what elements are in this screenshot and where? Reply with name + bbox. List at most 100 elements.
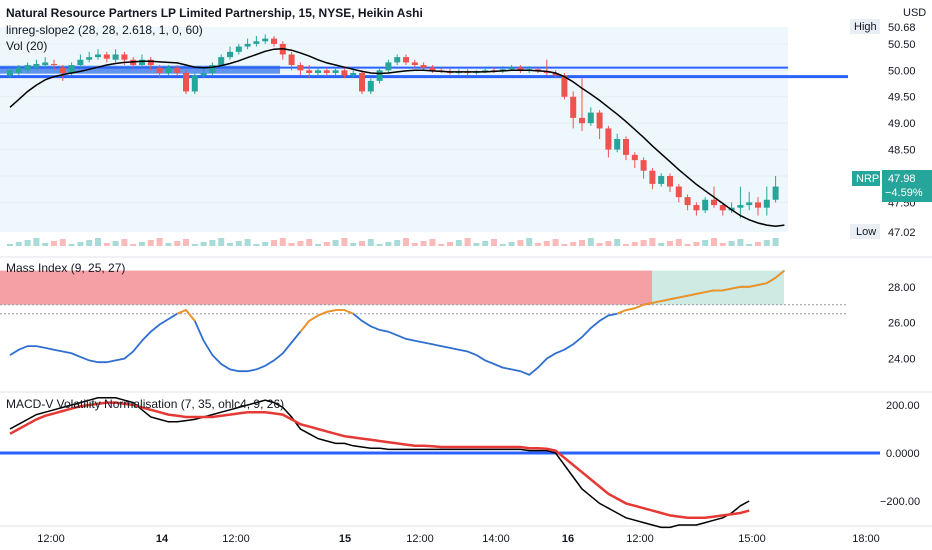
time-tick-label: 18:00 bbox=[852, 533, 880, 545]
candle-body bbox=[262, 38, 269, 42]
volume-bar bbox=[719, 243, 726, 246]
time-axis[interactable]: 12:00 14 12:00 15 12:00 14:00 16 12:00 15:00 18:0… bbox=[37, 533, 880, 545]
mass-bg-red bbox=[0, 270, 652, 305]
volume-bar bbox=[763, 240, 770, 246]
volume-bar bbox=[121, 239, 128, 246]
volume-bar bbox=[543, 241, 550, 246]
volume-bar bbox=[438, 244, 445, 246]
candle-body bbox=[517, 67, 524, 71]
candle-body bbox=[227, 51, 233, 58]
level-band bbox=[0, 65, 280, 74]
candle-body bbox=[209, 65, 216, 73]
symbol-tag: NRP bbox=[856, 173, 879, 185]
candle-body bbox=[667, 175, 673, 187]
macd-signal-line bbox=[9, 401, 750, 520]
candle-body bbox=[711, 199, 717, 206]
mass-tick-label: 26.00 bbox=[888, 318, 916, 330]
candle-body bbox=[332, 70, 339, 73]
volume-bar bbox=[156, 238, 163, 246]
volume-bar bbox=[376, 244, 383, 246]
mass-tick-label: 28.00 bbox=[888, 282, 916, 294]
chart-title: Natural Resource Partners LP Limited Par… bbox=[6, 6, 423, 20]
volume-bar bbox=[271, 240, 277, 246]
candle-body bbox=[385, 62, 392, 71]
last-price: 47.98 bbox=[888, 173, 916, 185]
candle-body bbox=[482, 70, 489, 72]
candle-body bbox=[350, 72, 357, 76]
candle-body bbox=[95, 54, 101, 58]
candle-body bbox=[394, 57, 401, 63]
volume-bar bbox=[24, 240, 31, 246]
volume-bar bbox=[33, 238, 40, 246]
volume-bar bbox=[147, 240, 154, 246]
candle-body bbox=[253, 41, 260, 44]
volume-bar bbox=[15, 242, 22, 246]
candle-body bbox=[103, 54, 110, 59]
price-pane[interactable] bbox=[0, 34, 848, 246]
candle-body bbox=[341, 70, 348, 76]
volume-bar bbox=[614, 239, 621, 246]
high-label: High bbox=[854, 21, 877, 33]
volume-bar bbox=[711, 238, 717, 246]
candle-body bbox=[112, 54, 119, 60]
candle-body bbox=[367, 80, 374, 92]
price-axis[interactable]: 50.5050.0049.5049.0048.5048.0047.5028.00… bbox=[880, 39, 920, 508]
volume-bar bbox=[587, 238, 594, 246]
candle-body bbox=[244, 43, 251, 47]
time-tick-label: 14 bbox=[156, 533, 169, 545]
candle-body bbox=[561, 75, 568, 97]
candle-body bbox=[675, 186, 682, 198]
candle-body bbox=[403, 57, 409, 63]
macd-pane[interactable] bbox=[0, 397, 880, 529]
candle-body bbox=[570, 96, 577, 118]
price-tick-label: 50.00 bbox=[888, 65, 916, 77]
candle-body bbox=[658, 175, 665, 184]
candle-body bbox=[15, 67, 22, 73]
price-tick-label: 49.00 bbox=[888, 118, 916, 130]
candle-body bbox=[68, 65, 75, 73]
volume-bar bbox=[658, 243, 665, 246]
volume-bar bbox=[306, 239, 313, 246]
volume-bar bbox=[737, 239, 744, 246]
volume-bar bbox=[218, 238, 225, 246]
volume-bar bbox=[403, 238, 409, 246]
candle-body bbox=[719, 205, 726, 211]
candle-body bbox=[693, 205, 700, 211]
price-change: −4.59% bbox=[885, 187, 923, 199]
candle-body bbox=[7, 70, 13, 76]
volume-bar bbox=[253, 244, 260, 246]
volume-bar bbox=[623, 244, 629, 246]
price-tick-label: 50.50 bbox=[888, 39, 916, 51]
time-tick-label: 15:00 bbox=[738, 533, 766, 545]
macd-title[interactable]: MACD-V Volatility Normalisation (7, 35, … bbox=[6, 397, 284, 411]
candle-body bbox=[755, 202, 761, 208]
candle-body bbox=[737, 205, 744, 208]
volume-bar bbox=[517, 240, 524, 246]
volume-bar bbox=[394, 240, 401, 246]
volume-bar bbox=[728, 241, 735, 246]
indicator-linreg-label[interactable]: linreg-slope2 (28, 28, 2.618, 1, 0, 60) bbox=[6, 23, 203, 37]
volume-bar bbox=[429, 239, 436, 246]
candle-body bbox=[51, 63, 57, 66]
volume-bar bbox=[350, 243, 357, 246]
volume-bar bbox=[174, 241, 181, 246]
volume-bar bbox=[675, 239, 682, 246]
volume-bar bbox=[86, 240, 93, 246]
volume-bar bbox=[165, 243, 172, 246]
volume-bar bbox=[499, 244, 506, 246]
candle-body bbox=[746, 202, 753, 206]
volume-bar bbox=[235, 241, 242, 246]
low-tag-bg bbox=[850, 224, 880, 239]
mass-index-title[interactable]: Mass Index (9, 25, 27) bbox=[6, 261, 125, 275]
candle-body bbox=[218, 57, 225, 66]
candle-body bbox=[288, 54, 295, 66]
last-price-tag-bg bbox=[882, 170, 932, 202]
volume-bar bbox=[183, 239, 189, 246]
volume-bar bbox=[200, 242, 207, 246]
volume-bar bbox=[693, 242, 700, 246]
mass-index-pane[interactable] bbox=[0, 269, 848, 376]
volume-bar bbox=[323, 242, 330, 246]
volume-bar bbox=[491, 239, 497, 246]
mass-index-highlight bbox=[176, 309, 196, 322]
indicator-vol-label[interactable]: Vol (20) bbox=[6, 39, 47, 53]
